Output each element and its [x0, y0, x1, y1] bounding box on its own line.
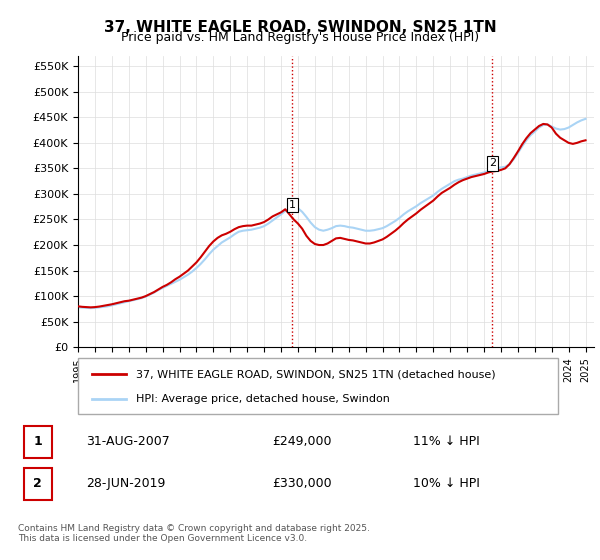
Text: Price paid vs. HM Land Registry's House Price Index (HPI): Price paid vs. HM Land Registry's House … [121, 31, 479, 44]
Text: £330,000: £330,000 [272, 477, 331, 491]
FancyBboxPatch shape [23, 468, 52, 500]
FancyBboxPatch shape [23, 426, 52, 458]
Text: 31-AUG-2007: 31-AUG-2007 [86, 435, 169, 449]
Text: HPI: Average price, detached house, Swindon: HPI: Average price, detached house, Swin… [136, 394, 389, 404]
Text: Contains HM Land Registry data © Crown copyright and database right 2025.
This d: Contains HM Land Registry data © Crown c… [18, 524, 370, 543]
Text: 37, WHITE EAGLE ROAD, SWINDON, SN25 1TN (detached house): 37, WHITE EAGLE ROAD, SWINDON, SN25 1TN … [136, 369, 495, 379]
Text: 2: 2 [34, 477, 42, 491]
Text: 28-JUN-2019: 28-JUN-2019 [86, 477, 165, 491]
FancyBboxPatch shape [78, 358, 558, 414]
Text: £249,000: £249,000 [272, 435, 331, 449]
Text: 10% ↓ HPI: 10% ↓ HPI [413, 477, 479, 491]
Text: 2: 2 [489, 158, 496, 169]
Text: 1: 1 [34, 435, 42, 449]
Text: 1: 1 [289, 200, 296, 210]
Text: 11% ↓ HPI: 11% ↓ HPI [413, 435, 479, 449]
Text: 37, WHITE EAGLE ROAD, SWINDON, SN25 1TN: 37, WHITE EAGLE ROAD, SWINDON, SN25 1TN [104, 20, 496, 35]
